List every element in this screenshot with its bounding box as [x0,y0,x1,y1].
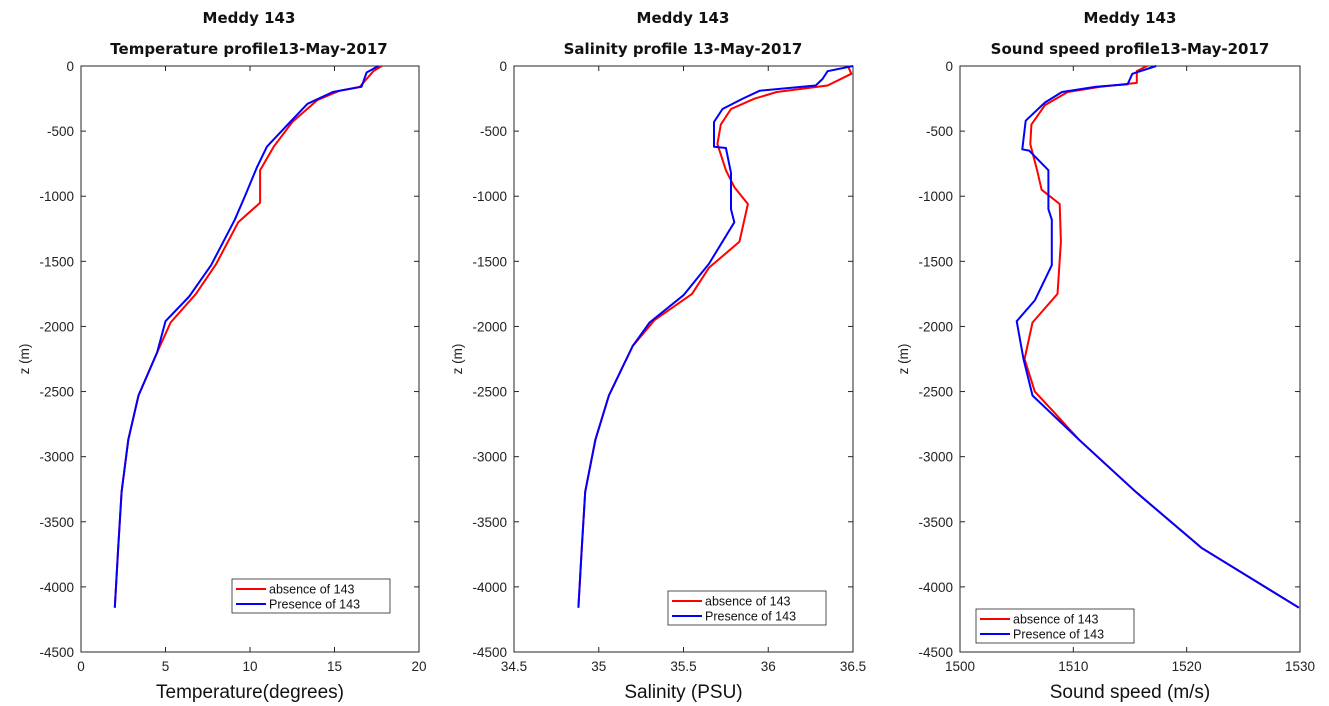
chart-title: Meddy 143 [203,9,296,27]
chart-subtitle: Salinity profile 13-May-2017 [564,40,803,58]
series-line-presence-of-143 [577,65,854,608]
y-tick-label: -2000 [39,319,74,334]
x-tick-label: 1510 [1058,659,1088,674]
y-tick-label: -500 [926,124,953,139]
legend-label: absence of 143 [269,583,355,597]
y-tick-label: -3000 [918,450,953,465]
y-tick-label: -1000 [918,189,953,204]
y-tick-label: -1500 [39,254,74,269]
x-axis-label: Sound speed (m/s) [1050,682,1211,703]
x-tick-label: 36 [761,659,776,674]
legend-label: absence of 143 [1013,613,1099,627]
x-tick-label: 1520 [1172,659,1202,674]
y-tick-label: -1500 [472,254,507,269]
x-tick-label: 15 [327,659,342,674]
y-tick-label: -2000 [918,319,953,334]
x-axis-label: Temperature(degrees) [156,682,344,703]
y-tick-label: -4000 [472,580,507,595]
y-tick-label: -3500 [39,515,74,530]
chart-title: Meddy 143 [1084,9,1177,27]
y-tick-label: -2000 [472,319,507,334]
chart-title: Meddy 143 [637,9,730,27]
x-tick-label: 5 [162,659,170,674]
y-tick-label: -4500 [918,645,953,660]
series-line-presence-of-143 [1015,65,1300,609]
x-tick-label: 10 [242,659,257,674]
y-tick-label: -4500 [39,645,74,660]
legend-box [667,590,827,626]
legend-box [975,608,1135,644]
y-axis-label: z (m) [896,344,911,375]
x-tick-label: 1530 [1285,659,1315,674]
y-tick-label: -2500 [918,385,953,400]
y-tick-label: -3000 [472,450,507,465]
axes-box [513,65,854,653]
y-axis-label: z (m) [450,344,465,375]
x-tick-label: 20 [411,659,426,674]
x-tick-label: 0 [77,659,85,674]
series-line-absence-of-143 [1023,65,1300,609]
x-tick-label: 1500 [945,659,975,674]
y-tick-label: -2500 [472,385,507,400]
y-tick-label: 0 [66,59,74,74]
legend-label: Presence of 143 [269,598,360,612]
x-axis-label: Salinity (PSU) [624,682,742,703]
series-line-presence-of-143 [113,65,379,608]
y-axis-label: z (m) [17,344,32,375]
y-tick-label: -3500 [918,515,953,530]
y-tick-label: 0 [499,59,507,74]
y-tick-label: -3500 [472,515,507,530]
y-tick-label: -4000 [918,580,953,595]
y-tick-label: -4500 [472,645,507,660]
axes-box [80,65,420,653]
y-tick-label: -1500 [918,254,953,269]
y-tick-label: -500 [47,124,74,139]
x-tick-label: 35 [591,659,606,674]
x-tick-label: 36.5 [840,659,866,674]
chart-subtitle: Sound speed profile13-May-2017 [991,40,1270,58]
y-tick-label: -4000 [39,580,74,595]
axes-box [959,65,1301,653]
series-line-absence-of-143 [113,65,383,608]
legend-label: Presence of 143 [705,610,796,624]
y-tick-label: 0 [945,59,953,74]
x-tick-label: 34.5 [501,659,527,674]
legend-label: absence of 143 [705,595,791,609]
y-tick-label: -1000 [39,189,74,204]
chart-subtitle: Temperature profile13-May-2017 [110,40,387,58]
legend-label: Presence of 143 [1013,628,1104,642]
y-tick-label: -3000 [39,450,74,465]
y-tick-label: -1000 [472,189,507,204]
x-tick-label: 35.5 [670,659,696,674]
legend-box [231,578,391,614]
y-tick-label: -500 [480,124,507,139]
y-tick-label: -2500 [39,385,74,400]
